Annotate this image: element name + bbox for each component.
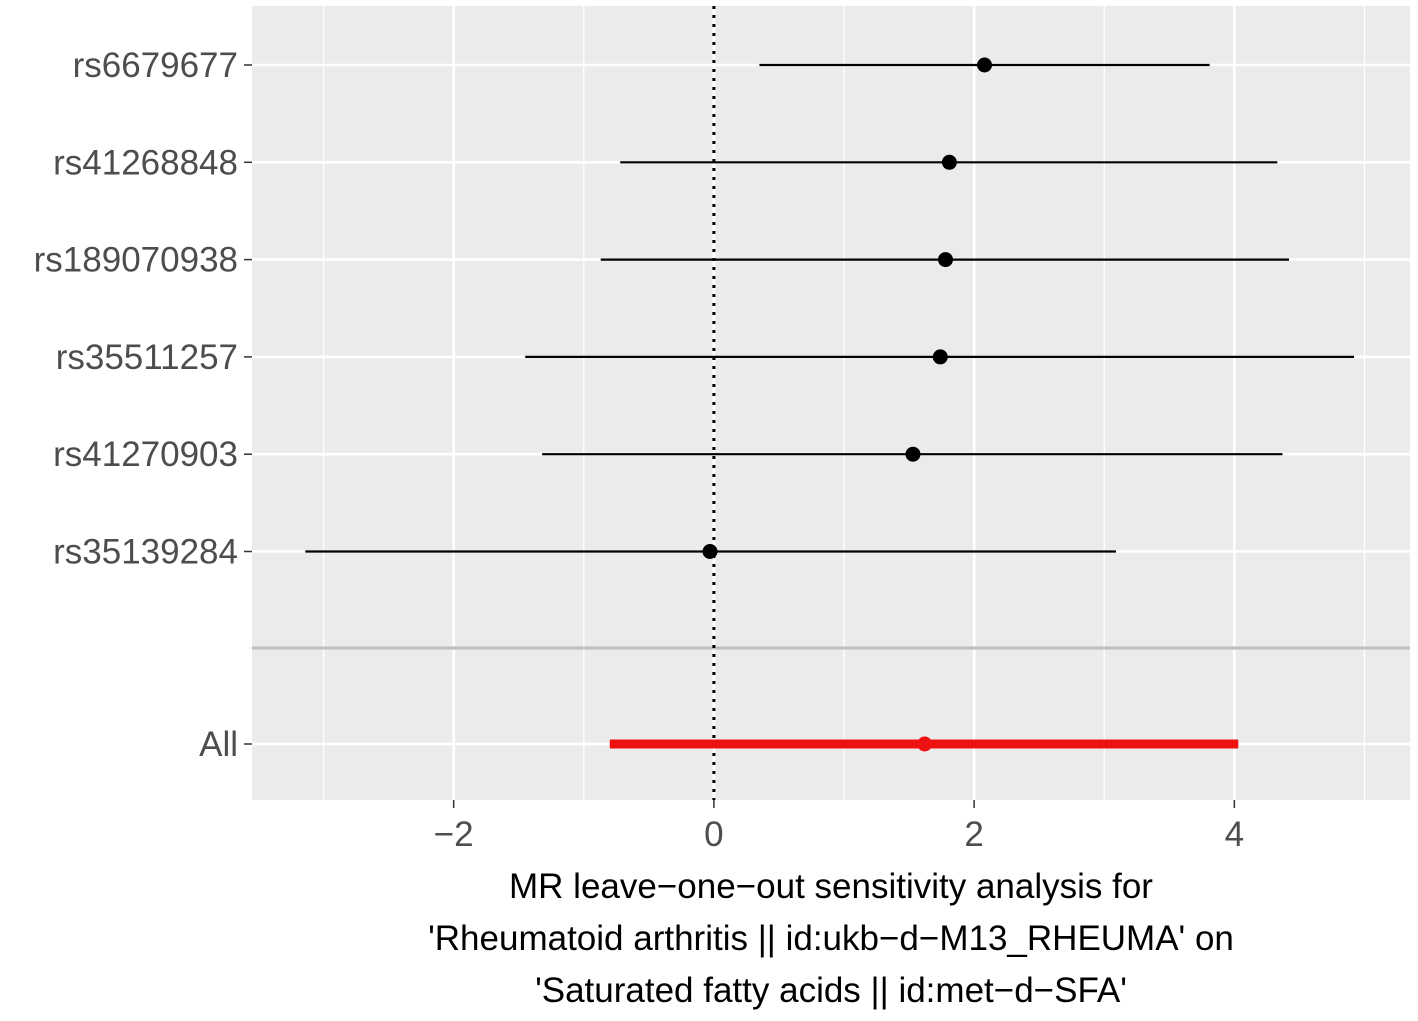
y-tick-label-rs35139284: rs35139284: [53, 533, 238, 572]
y-tick-label-rs35511257: rs35511257: [56, 338, 238, 377]
x-tick-label: 4: [1225, 815, 1244, 854]
point-rs35139284: [702, 544, 718, 559]
y-tick-label-rs41270903: rs41270903: [53, 435, 238, 474]
x-tick-label: 0: [704, 815, 723, 854]
y-tick-label-all: All: [199, 725, 238, 764]
y-tick-label-rs41268848: rs41268848: [53, 143, 238, 182]
y-tick-label-rs6679677: rs6679677: [73, 46, 238, 85]
point-rs6679677: [977, 57, 993, 73]
x-tick-label: −2: [434, 815, 474, 854]
point-rs189070938: [937, 252, 953, 268]
plot-panel: [252, 6, 1410, 800]
x-tick-label: 2: [964, 815, 983, 854]
x-axis-label-line: 'Rheumatoid arthritis || id:ukb−d−M13_RH…: [428, 919, 1234, 958]
point-rs41270903: [905, 446, 921, 462]
y-tick-label-rs189070938: rs189070938: [34, 241, 238, 280]
x-axis-label-line: MR leave−one−out sensitivity analysis fo…: [509, 867, 1153, 906]
point-rs35511257: [932, 349, 948, 365]
point-rs41268848: [941, 154, 957, 170]
summary-point: [917, 736, 933, 752]
x-axis-label-line: 'Saturated fatty acids || id:met−d−SFA': [535, 971, 1127, 1010]
